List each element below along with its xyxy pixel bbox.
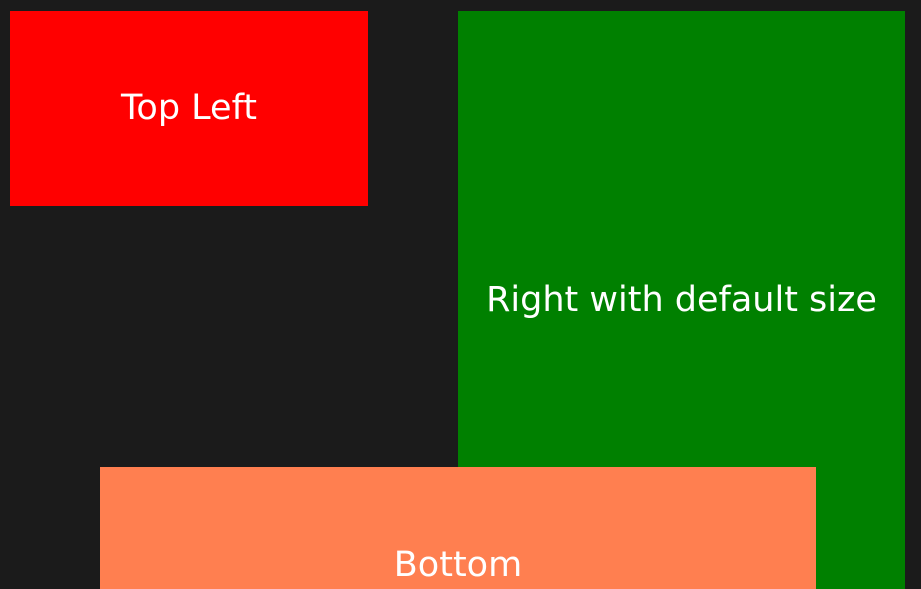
top-left-panel: Top Left [10,11,368,206]
right-label: Right with default size [486,279,877,320]
bottom-panel: Bottom [100,467,816,589]
top-left-label: Top Left [120,88,258,128]
bottom-label: Bottom [393,544,523,585]
